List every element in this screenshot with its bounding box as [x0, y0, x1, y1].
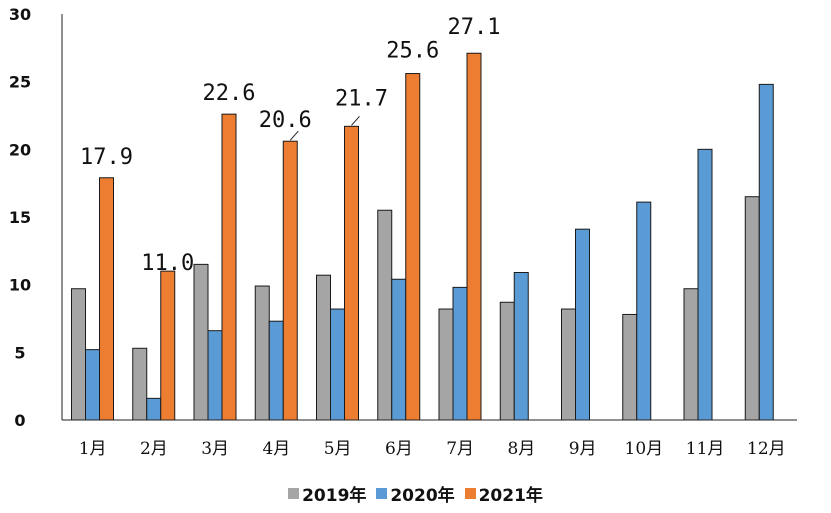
- data-label: 25.6: [386, 39, 439, 64]
- bar-2021年-7月: [466, 52, 482, 421]
- legend-item-2019: 2019年: [288, 481, 366, 506]
- bar-2019年-2月: [132, 347, 148, 421]
- bar-2021年-1月: [99, 177, 114, 421]
- bar-2019年-3月: [193, 263, 209, 421]
- bar-2021年-3月: [221, 113, 237, 421]
- legend-swatch-2021: [464, 488, 476, 499]
- x-tick-label: 4月: [262, 439, 290, 459]
- bar-2019年-8月: [499, 301, 515, 421]
- y-tick-label: 0: [14, 411, 25, 430]
- data-labels-group: 17.9 11.0 22.620.6 21.7 25.6 27.1: [80, 15, 500, 276]
- data-label: 27.1: [448, 15, 501, 40]
- data-label: 22.6: [203, 81, 256, 106]
- legend-label-2019: 2019年: [302, 486, 367, 506]
- bar-2020年-4月: [268, 320, 284, 421]
- bar-2021年-5月: [344, 125, 359, 421]
- x-tick-label: 10月: [625, 439, 664, 459]
- y-tick-label: 5: [14, 343, 25, 362]
- data-label: 11.0: [141, 251, 194, 276]
- x-tick-label: 9月: [569, 439, 597, 459]
- bar-2019年-9月: [561, 308, 576, 421]
- bar-2020年-6月: [391, 278, 407, 421]
- bar-2021年-6月: [405, 73, 421, 421]
- bar-2020年-7月: [452, 286, 468, 421]
- bar-2020年-5月: [330, 308, 345, 421]
- legend-label-2021: 2021年: [478, 486, 543, 506]
- data-label: 20.6: [259, 108, 312, 133]
- bar-2020年-9月: [575, 228, 590, 421]
- bar-2020年-11月: [697, 148, 713, 421]
- x-tick-labels: 1月 2月 3月 4月 5月 6月 7月 8月 9月 10月 11月 12月: [79, 439, 786, 459]
- bar-2021年-4月: [282, 140, 298, 421]
- x-tick-label: 3月: [201, 439, 229, 459]
- bars-group: [71, 52, 774, 421]
- x-tick-label: 12月: [747, 439, 786, 459]
- bar-2020年-12月: [758, 83, 774, 421]
- bar-2019年-12月: [744, 196, 760, 421]
- y-tick-label: 15: [9, 208, 31, 227]
- bar-2020年-8月: [513, 271, 529, 421]
- label-leader-line: [289, 130, 299, 141]
- bar-2019年-4月: [254, 285, 270, 421]
- x-tick-label: 1月: [79, 439, 107, 459]
- bar-2020年-3月: [207, 330, 223, 421]
- x-tick-label: 7月: [446, 439, 474, 459]
- legend-item-2020: 2020年: [376, 481, 455, 506]
- bar-2019年-1月: [71, 288, 86, 421]
- y-tick-label: 10: [9, 276, 31, 295]
- bar-2019年-11月: [683, 288, 699, 421]
- y-tick-label: 20: [9, 140, 31, 159]
- x-tick-label: 11月: [686, 439, 725, 459]
- label-leader-line: [351, 115, 360, 126]
- legend: 2019年 2020年 2021年: [0, 481, 831, 506]
- bar-2019年-6月: [377, 209, 393, 421]
- legend-item-2021: 2021年: [464, 481, 543, 506]
- bar-2020年-2月: [146, 397, 162, 421]
- legend-swatch-2019: [288, 488, 300, 499]
- legend-label-2020: 2020年: [390, 486, 455, 506]
- bar-2019年-5月: [316, 274, 331, 421]
- bar-2019年-7月: [438, 308, 454, 421]
- bar-2021年-2月: [160, 270, 176, 421]
- y-tick-labels: 0 5 10 15 20 25 30: [9, 5, 31, 430]
- y-tick-label: 30: [9, 5, 31, 24]
- x-tick-label: 6月: [385, 439, 413, 459]
- data-label: 17.9: [80, 145, 133, 170]
- x-tick-label: 8月: [507, 439, 535, 459]
- bar-2019年-10月: [622, 313, 638, 421]
- bar-2020年-10月: [636, 201, 652, 421]
- bar-2020年-1月: [85, 349, 100, 421]
- bar-chart: 17.9 11.0 22.620.6 21.7 25.6 27.1 0 5 10 15 20 25 3…: [9, 5, 797, 459]
- data-label: 21.7: [335, 86, 388, 111]
- y-tick-label: 25: [9, 73, 31, 92]
- x-tick-label: 5月: [324, 439, 352, 459]
- legend-swatch-2020: [376, 488, 388, 499]
- x-tick-label: 2月: [140, 439, 168, 459]
